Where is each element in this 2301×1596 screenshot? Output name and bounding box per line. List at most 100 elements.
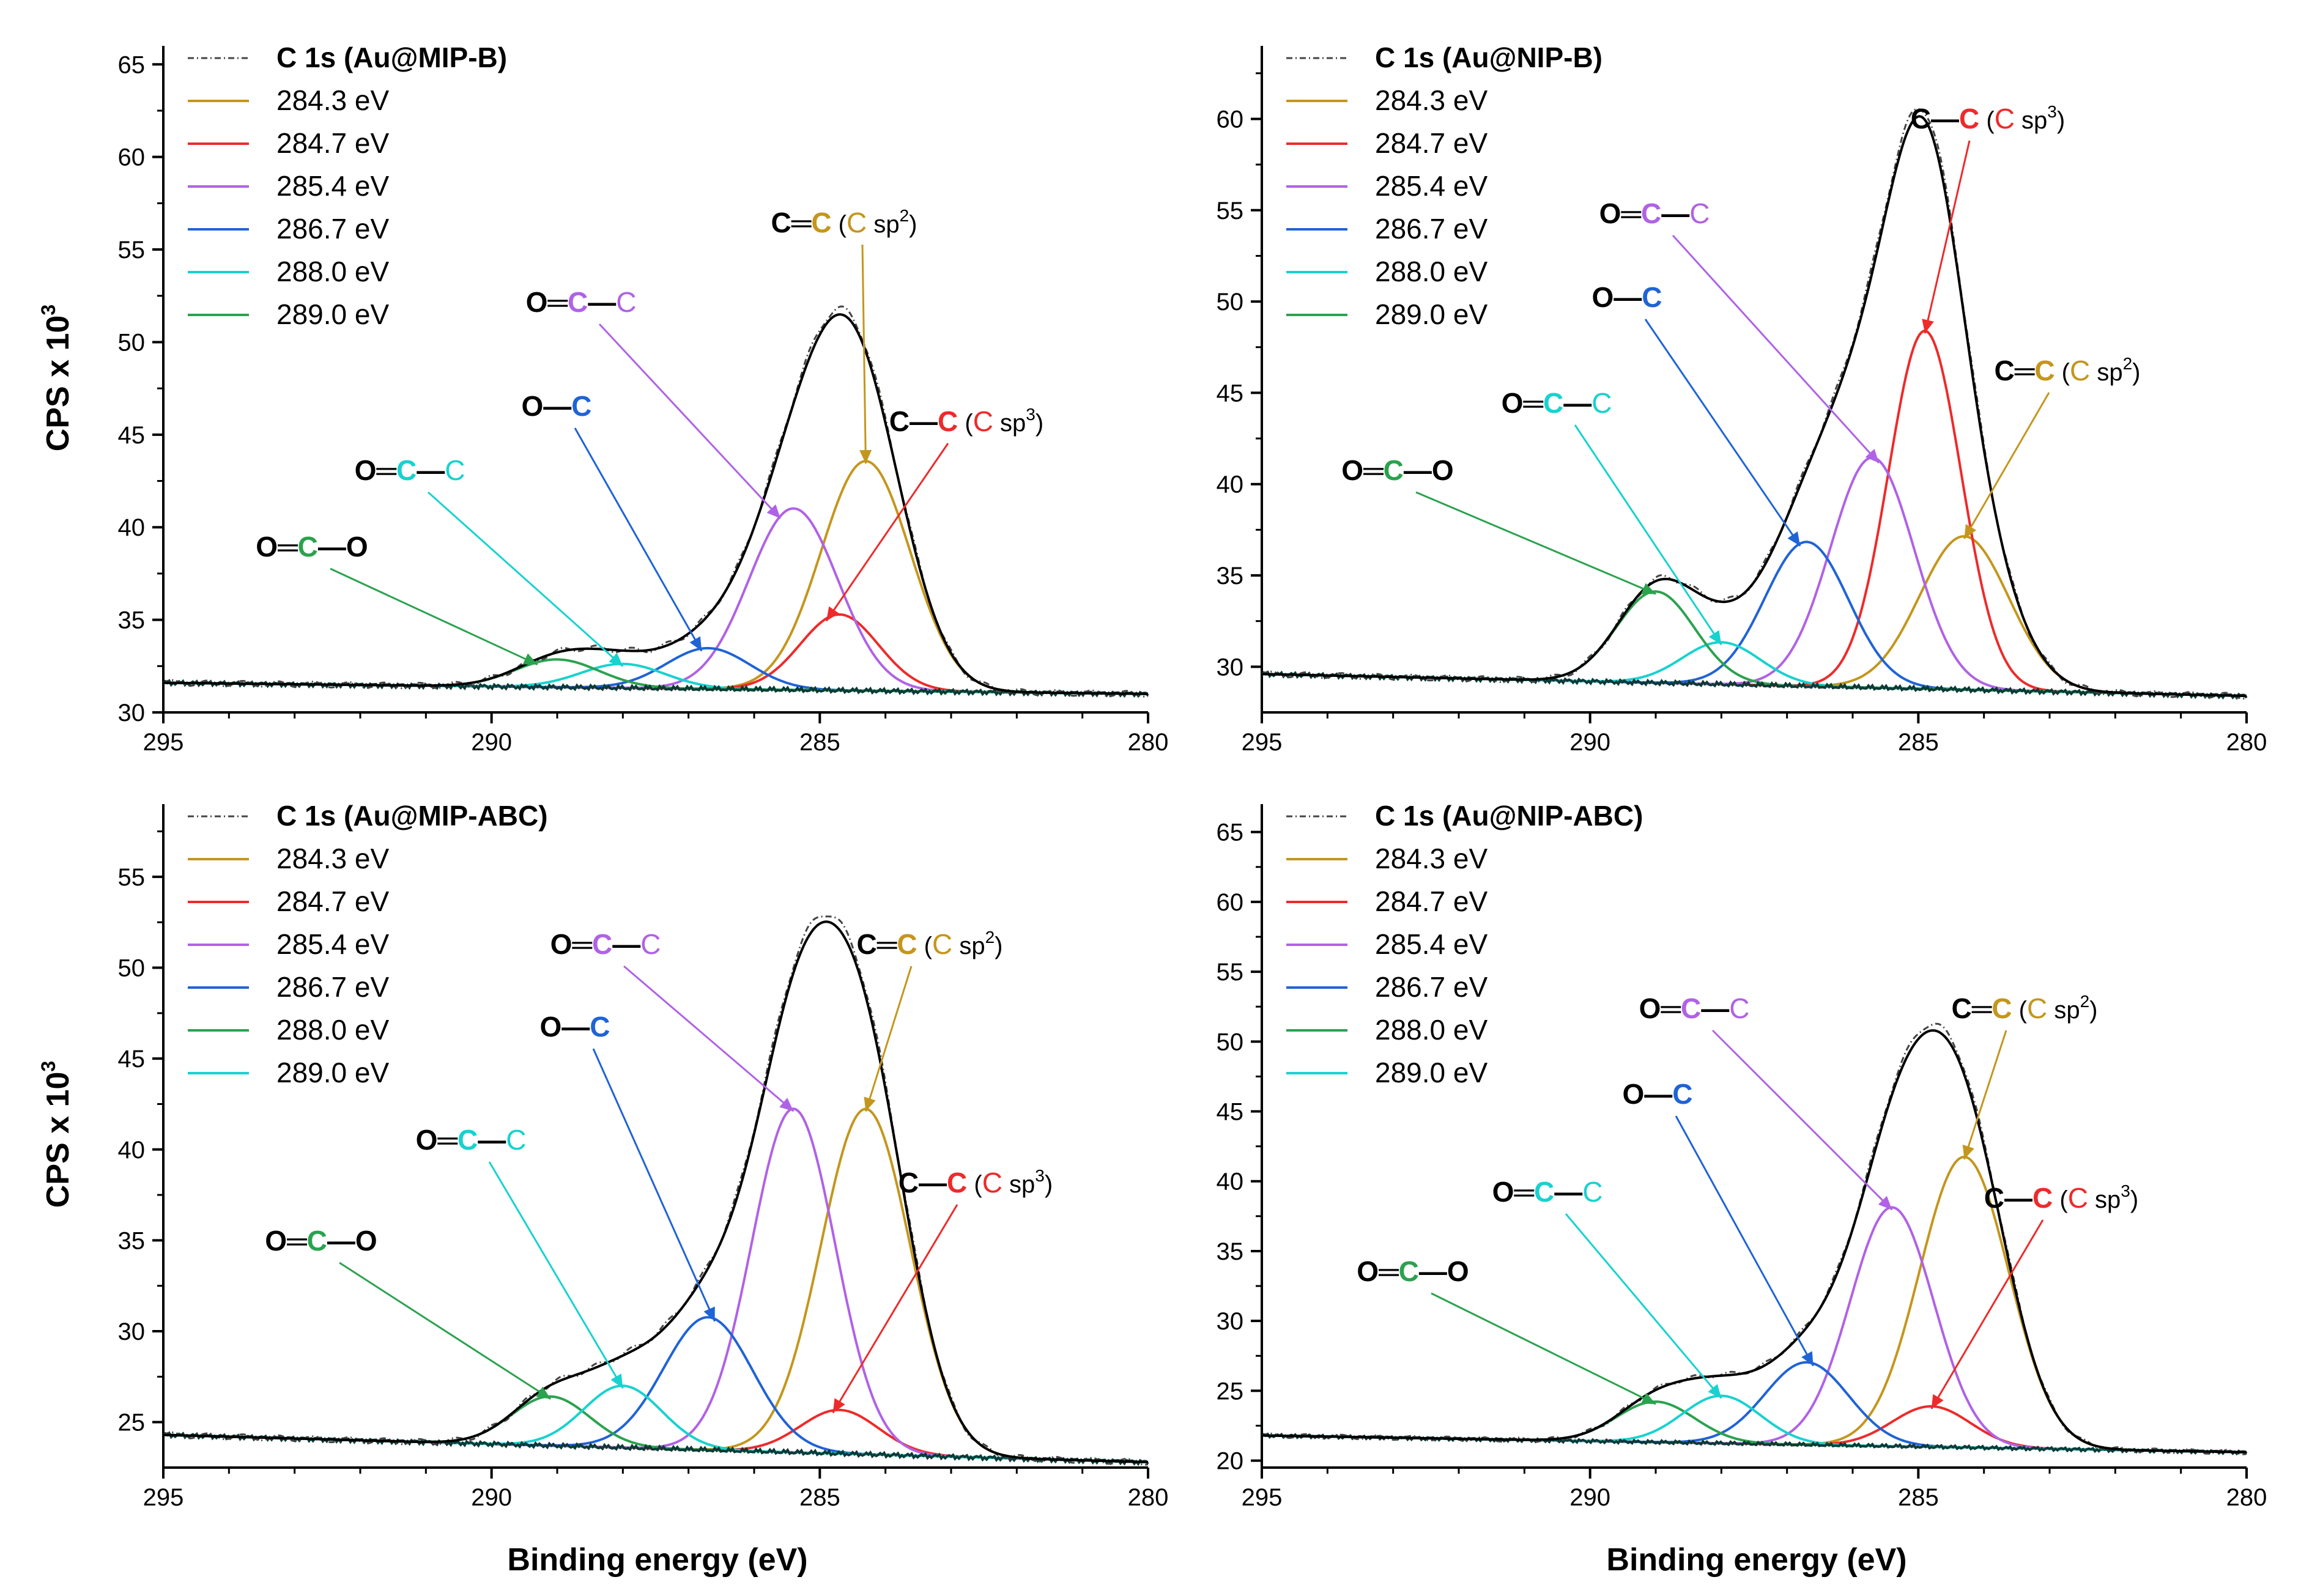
annotation-part: sp bbox=[2015, 107, 2047, 134]
annotation-part: ) bbox=[1036, 410, 1043, 437]
y-tick-label: 50 bbox=[1217, 1029, 1244, 1055]
legend-label: 286.7 eV bbox=[276, 213, 389, 245]
annotation-part: C bbox=[1384, 454, 1404, 486]
raw-data-curve bbox=[163, 915, 1149, 1466]
annotation-part: C bbox=[1952, 992, 1972, 1024]
x-tick-label: 280 bbox=[1128, 729, 1169, 756]
panel-top-left: 295 290 285 280 30 35 40 45 50 55 60 65 C 1s (Au@MIP… bbox=[118, 42, 1169, 756]
annotation-part: — bbox=[2004, 1182, 2032, 1214]
annotation-part: ( bbox=[1979, 107, 1995, 134]
annotation-part: C bbox=[899, 1167, 919, 1199]
annotation-part: ═ bbox=[1513, 1176, 1534, 1208]
legend-label: 284.7 eV bbox=[276, 127, 389, 159]
peak-annotation-label: O═C—C bbox=[416, 1124, 527, 1156]
annotation-part: O bbox=[346, 531, 368, 563]
annotation-part: sp bbox=[2090, 359, 2122, 386]
annotation-part: C bbox=[616, 286, 636, 318]
annotation-part: sp bbox=[2088, 1186, 2121, 1213]
annotation-arrowhead bbox=[779, 1098, 794, 1112]
annotation-part: C bbox=[2032, 1182, 2053, 1214]
annotation-part: — bbox=[1563, 387, 1591, 419]
annotation-part: sp bbox=[993, 410, 1026, 437]
peak-annotation-label: C═C (C sp2) bbox=[771, 206, 917, 238]
annotation-part: O bbox=[521, 390, 543, 422]
legend-label: 286.7 eV bbox=[1375, 213, 1488, 245]
annotation-arrowhead bbox=[864, 1096, 876, 1112]
peak-annotation-label: O═C—C bbox=[526, 286, 637, 318]
y-tick-label: 40 bbox=[118, 1137, 146, 1164]
annotation-part: O bbox=[1357, 1255, 1379, 1287]
peak-annotation-label: O—C bbox=[1622, 1078, 1692, 1110]
annotation-part: — bbox=[561, 1011, 590, 1043]
annotation-part: ) bbox=[2057, 107, 2065, 134]
annotation-part: C bbox=[1995, 355, 2015, 386]
annotation-arrowhead bbox=[826, 606, 839, 621]
raw-data-curve bbox=[163, 305, 1149, 698]
annotation-part: O bbox=[1432, 454, 1454, 486]
y-tick-label: 55 bbox=[118, 864, 146, 891]
annotation-part: 3 bbox=[1026, 405, 1036, 424]
x-axis-label-left: Binding energy (eV) bbox=[507, 1542, 807, 1578]
peak-annotation-label: O—C bbox=[521, 390, 591, 422]
annotation-part: — bbox=[543, 390, 571, 422]
peak-annotation-label: O—C bbox=[1591, 281, 1662, 313]
annotation-part: sp bbox=[867, 211, 899, 238]
y-tick-label: 25 bbox=[118, 1409, 146, 1436]
x-tick-label: 295 bbox=[143, 1484, 184, 1511]
annotation-part: C bbox=[1681, 992, 1701, 1024]
annotation-part: — bbox=[1701, 992, 1729, 1024]
envelope-curve bbox=[1261, 115, 2247, 698]
y-tick-label: 30 bbox=[1217, 1308, 1244, 1335]
annotation-part: C bbox=[1582, 1176, 1603, 1208]
annotation-part: O bbox=[539, 1011, 561, 1043]
legend-label: 288.0 eV bbox=[1375, 256, 1488, 287]
component-peak-285-4-eV bbox=[163, 1107, 1149, 1464]
y-tick-label: 45 bbox=[118, 422, 146, 449]
annotation-part: O bbox=[1341, 454, 1363, 486]
annotation-part: ═ bbox=[876, 928, 897, 960]
legend-label: 286.7 eV bbox=[1375, 971, 1488, 1003]
annotation-part: 2 bbox=[2123, 354, 2133, 373]
annotation-arrowhead bbox=[1922, 319, 1934, 334]
y-tick-label: 50 bbox=[118, 955, 146, 982]
annotation-part: ═ bbox=[2014, 355, 2035, 386]
component-peak-288-0-eV bbox=[1261, 641, 2247, 698]
annotation-part: C bbox=[2070, 355, 2090, 386]
annotation-part: C bbox=[847, 207, 867, 238]
annotation-part: ) bbox=[2132, 359, 2140, 386]
annotation-arrow bbox=[1565, 1213, 1722, 1399]
annotation-part: — bbox=[1644, 1078, 1672, 1110]
annotation-part: — bbox=[910, 405, 938, 437]
annotation-part: C bbox=[932, 928, 952, 960]
peak-annotation-label: C—C (C sp3) bbox=[1984, 1181, 2138, 1214]
annotation-part: C bbox=[1911, 103, 1931, 135]
legend-label: 284.7 eV bbox=[1375, 127, 1488, 159]
annotation-part: O bbox=[526, 286, 548, 318]
annotation-part: C bbox=[1984, 1182, 2004, 1214]
envelope-curve bbox=[163, 313, 1148, 695]
annotation-part: C bbox=[396, 454, 417, 486]
annotation-part: C bbox=[1641, 198, 1661, 229]
annotation-part: sp bbox=[952, 933, 985, 959]
annotation-part: O bbox=[265, 1225, 287, 1257]
annotation-part: ═ bbox=[286, 1225, 307, 1257]
annotation-part: sp bbox=[1002, 1171, 1035, 1198]
x-tick-label: 290 bbox=[471, 729, 512, 756]
component-peak-285-4-eV bbox=[1262, 1206, 2247, 1454]
legend-label: 288.0 eV bbox=[1375, 1014, 1488, 1046]
annotation-part: 2 bbox=[985, 928, 995, 947]
annotation-part: — bbox=[612, 928, 640, 960]
y-tick-label: 65 bbox=[118, 51, 146, 78]
x-axis-label-right: Binding energy (eV) bbox=[1606, 1542, 1906, 1578]
peak-annotation-label: O═C—O bbox=[1341, 454, 1453, 486]
component-peak-289-0-eV bbox=[1261, 590, 2247, 698]
y-tick-label: 40 bbox=[1217, 471, 1244, 498]
component-peak-284-3-eV bbox=[163, 1107, 1149, 1464]
envelope-curve bbox=[1262, 1029, 2247, 1454]
annotation-part: C bbox=[571, 390, 591, 422]
annotation-arrowhead bbox=[610, 1373, 623, 1389]
peak-annotation-label: O═C—C bbox=[1599, 198, 1710, 229]
annotation-part: — bbox=[1931, 103, 1959, 135]
annotation-arrow bbox=[1574, 424, 1722, 646]
peak-annotation-label: O═C—C bbox=[1639, 992, 1750, 1024]
